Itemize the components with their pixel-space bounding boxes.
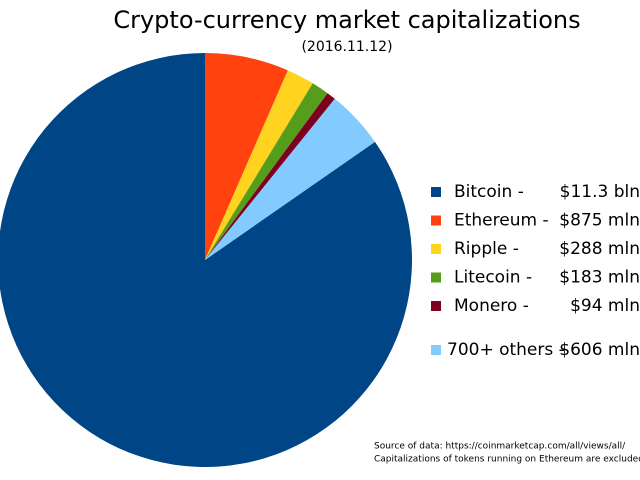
pie-slice [205, 83, 328, 260]
legend-swatch [431, 244, 441, 254]
legend-label: Ethereum - [454, 211, 549, 231]
legend-label: Litecoin - [454, 268, 532, 288]
legend-swatch [431, 215, 441, 226]
legend-label: Monero - [454, 296, 529, 316]
legend-swatch [431, 187, 441, 197]
footnote: Capitalizations of tokens running on Eth… [374, 455, 640, 465]
source-note: Source of data: https://coinmarketcap.co… [374, 442, 626, 452]
pie-slice [0, 53, 412, 467]
chart-title: Crypto-currency market capitalizations [113, 6, 580, 34]
chart-subtitle: (2016.11.12) [301, 39, 392, 55]
legend-label: 700+ others - [447, 340, 565, 360]
legend-swatch [431, 345, 441, 355]
legend-swatch [431, 272, 441, 283]
legend-value: $875 mln [559, 211, 640, 231]
legend-value: $183 mln [559, 268, 640, 288]
legend-value: $606 mln [559, 340, 640, 360]
legend-value: $288 mln [559, 239, 640, 259]
pie-slice [205, 70, 313, 260]
legend-value: $11.3 bln [560, 182, 640, 202]
pie-slice [205, 98, 375, 260]
legend-swatch [431, 301, 441, 311]
pie-slice [205, 53, 288, 260]
pie-slice [205, 93, 335, 260]
legend-label: Bitcoin - [454, 182, 524, 202]
legend-value: $94 mln [570, 296, 640, 316]
legend-label: Ripple - [454, 239, 519, 259]
